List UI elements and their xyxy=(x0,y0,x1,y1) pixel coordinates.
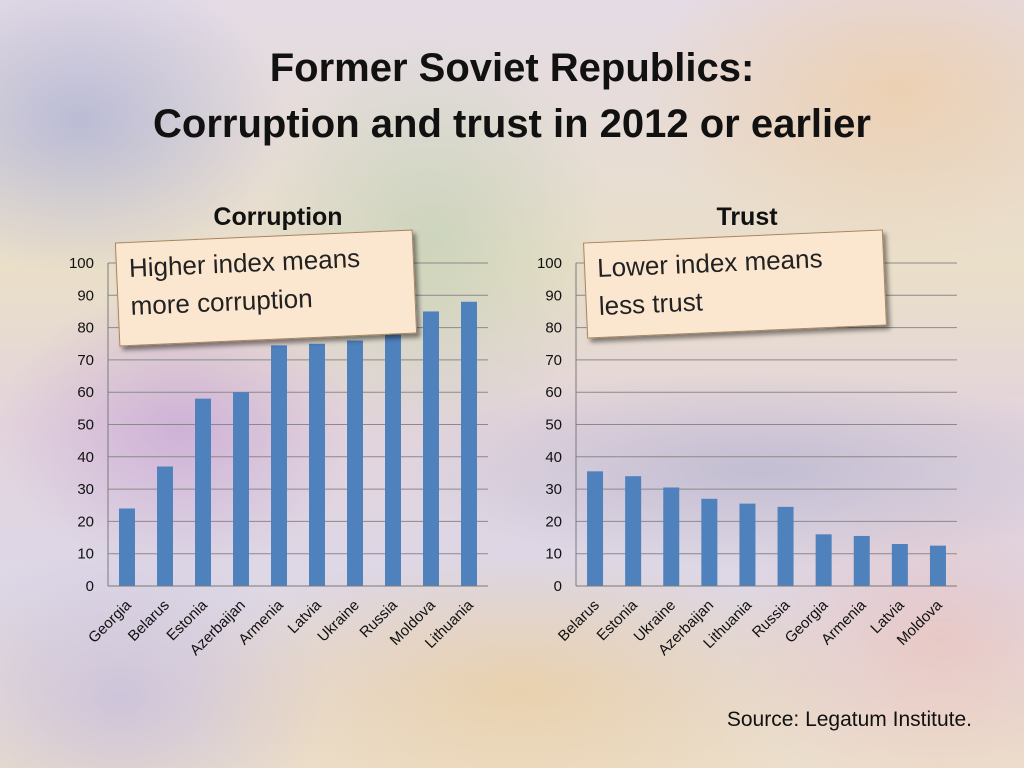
corruption-bar-latvia xyxy=(309,343,325,586)
corruption-bar-moldova xyxy=(423,311,439,586)
corruption-annotation-box: Higher index means more corruption xyxy=(114,229,418,347)
corruption-y-tick-label: 10 xyxy=(77,546,94,563)
trust-y-tick-label: 90 xyxy=(545,287,562,304)
trust-y-tick-label: 50 xyxy=(545,417,562,434)
trust-bar-lithuania xyxy=(739,503,756,586)
corruption-y-tick-label: 40 xyxy=(77,449,94,466)
corruption-y-tick-label: 20 xyxy=(77,513,94,530)
trust-bar-russia xyxy=(777,506,794,586)
corruption-y-tick-label: 90 xyxy=(77,287,94,304)
corruption-y-tick-label: 70 xyxy=(77,352,94,369)
trust-y-tick-label: 70 xyxy=(545,352,562,369)
trust-bar-ukraine xyxy=(663,487,680,586)
trust-chart-title: Trust xyxy=(716,203,778,231)
corruption-bar-lithuania xyxy=(461,301,477,586)
trust-y-tick-label: 40 xyxy=(545,449,562,466)
trust-bar-georgia xyxy=(815,534,832,586)
corruption-bar-armenia xyxy=(271,345,287,586)
corruption-bar-azerbaijan xyxy=(233,392,249,586)
trust-bar-estonia xyxy=(625,476,642,586)
trust-bar-latvia xyxy=(891,544,908,586)
corruption-bar-belarus xyxy=(157,466,173,586)
corruption-chart-title: Corruption xyxy=(213,203,343,231)
trust-bar-armenia xyxy=(853,535,870,586)
trust-y-tick-label: 0 xyxy=(554,578,562,595)
trust-annotation-box: Lower index means less trust xyxy=(583,229,887,339)
corruption-y-tick-label: 0 xyxy=(86,578,94,595)
trust-bar-belarus xyxy=(587,471,604,586)
slide-title-line1: Former Soviet Republics: xyxy=(269,46,755,90)
corruption-bar-russia xyxy=(385,332,401,586)
trust-y-tick-label: 80 xyxy=(545,320,562,337)
trust-bar-azerbaijan xyxy=(701,498,718,586)
slide-title: Former Soviet Republics: Corruption and … xyxy=(0,40,1024,152)
corruption-bar-estonia xyxy=(195,398,211,586)
corruption-bar-ukraine xyxy=(347,340,363,586)
trust-y-tick-label: 30 xyxy=(545,481,562,498)
trust-y-tick-label: 20 xyxy=(545,513,562,530)
trust-x-tick-label: Belarus xyxy=(555,597,603,645)
trust-bar-moldova xyxy=(929,545,946,586)
corruption-y-tick-label: 80 xyxy=(77,320,94,337)
trust-y-tick-label: 10 xyxy=(545,546,562,563)
trust-y-tick-label: 60 xyxy=(545,384,562,401)
corruption-y-tick-label: 60 xyxy=(77,384,94,401)
source-note: Source: Legatum Institute. xyxy=(726,708,972,731)
corruption-y-tick-label: 30 xyxy=(77,481,94,498)
slide-title-line2: Corruption and trust in 2012 or earlier xyxy=(153,102,871,146)
corruption-bar-georgia xyxy=(119,508,135,586)
trust-y-tick-label: 100 xyxy=(537,255,562,272)
corruption-y-tick-label: 100 xyxy=(69,255,94,272)
corruption-y-tick-label: 50 xyxy=(77,417,94,434)
